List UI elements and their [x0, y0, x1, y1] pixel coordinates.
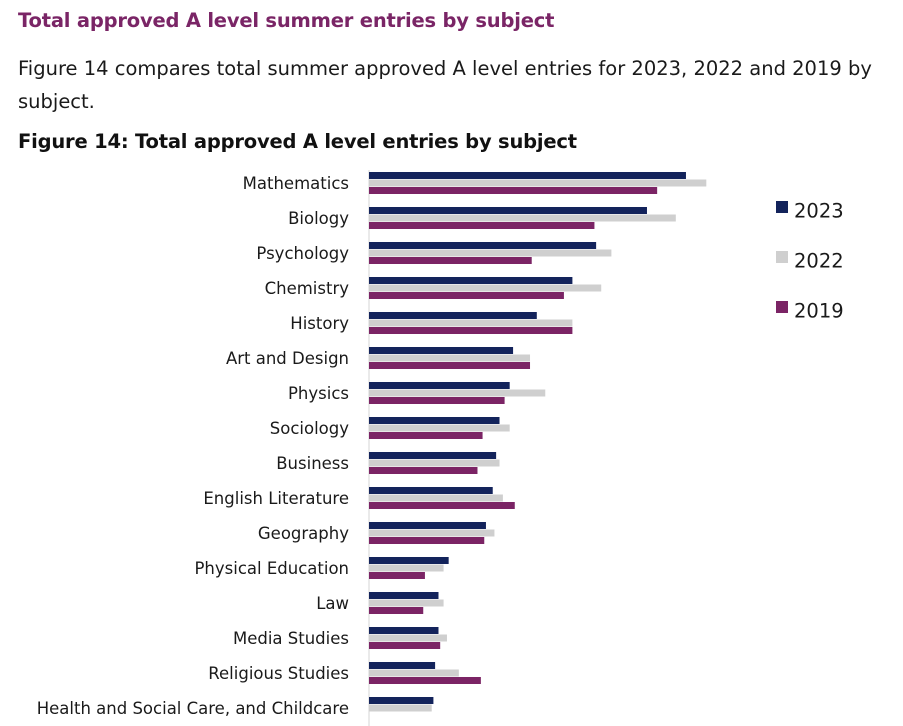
legend-label-2023: 2023: [794, 200, 844, 223]
bar-2022: [369, 529, 495, 537]
category-label: Health and Social Care, and Childcare: [37, 699, 349, 718]
bar-2022: [369, 564, 444, 572]
bar-2019: [369, 397, 505, 404]
bar-2023: [369, 452, 497, 459]
bar-2022: [369, 634, 447, 642]
category-label: Psychology: [256, 244, 349, 263]
category-label: Business: [276, 454, 349, 473]
bar-2019: [369, 607, 424, 614]
bar-2023: [369, 207, 647, 214]
legend-swatch-2023: [776, 201, 788, 213]
bar-2019: [369, 502, 515, 509]
bar-2023: [369, 662, 436, 669]
category-label: Sociology: [270, 419, 349, 438]
category-label: Mathematics: [243, 174, 349, 193]
bar-2019: [369, 187, 658, 194]
bar-2023: [369, 277, 573, 284]
bar-2022: [369, 179, 707, 187]
bar-2022: [369, 249, 612, 257]
legend-label-2022: 2022: [794, 250, 844, 273]
bar-2019: [369, 467, 478, 474]
category-label: Media Studies: [233, 629, 349, 648]
section-heading: Total approved A level summer entries by…: [18, 9, 555, 32]
bar-2022: [369, 459, 500, 467]
bar-2023: [369, 487, 493, 494]
bar-2023: [369, 417, 500, 424]
bar-2019: [369, 572, 425, 579]
bar-2022: [369, 284, 602, 292]
category-label: Chemistry: [265, 279, 350, 298]
category-label: Geography: [258, 524, 349, 543]
bar-2022: [369, 319, 573, 327]
bar-2022: [369, 214, 676, 222]
bar-2023: [369, 242, 597, 249]
bar-2022: [369, 354, 531, 362]
category-label: Physical Education: [194, 559, 349, 578]
bar-2019: [369, 677, 481, 684]
category-label: Physics: [288, 384, 349, 403]
bar-2023: [369, 382, 510, 389]
legend-swatch-2019: [776, 301, 788, 313]
bar-2022: [369, 424, 510, 432]
bar-2019: [369, 642, 441, 649]
bar-2019: [369, 537, 485, 544]
bar-2022: [369, 599, 444, 607]
bar-2023: [369, 522, 486, 529]
bar-2022: [369, 494, 503, 502]
bar-2023: [369, 172, 686, 179]
bar-2019: [369, 292, 564, 299]
intro-paragraph: Figure 14 compares total summer approved…: [18, 57, 872, 113]
bar-2022: [369, 704, 432, 712]
bar-2019: [369, 327, 573, 334]
category-label: Religious Studies: [208, 664, 349, 683]
bar-2023: [369, 557, 449, 564]
category-label: Biology: [288, 209, 349, 228]
category-label: Art and Design: [226, 349, 349, 368]
bar-2022: [369, 669, 459, 677]
bar-2019: [369, 222, 595, 229]
legend-swatch-2022: [776, 251, 788, 263]
bar-2019: [369, 257, 532, 264]
category-label: Law: [316, 594, 349, 613]
bar-2019: [369, 362, 531, 369]
bar-2023: [369, 347, 514, 354]
bar-2022: [369, 389, 546, 397]
bar-2023: [369, 592, 439, 599]
bar-2023: [369, 312, 537, 319]
category-label: English Literature: [203, 489, 349, 508]
legend-label-2019: 2019: [794, 300, 844, 323]
bar-2023: [369, 697, 434, 704]
bar-2019: [369, 432, 483, 439]
category-label: History: [290, 314, 349, 333]
bar-2023: [369, 627, 439, 634]
figure-title: Figure 14: Total approved A level entrie…: [18, 130, 577, 153]
